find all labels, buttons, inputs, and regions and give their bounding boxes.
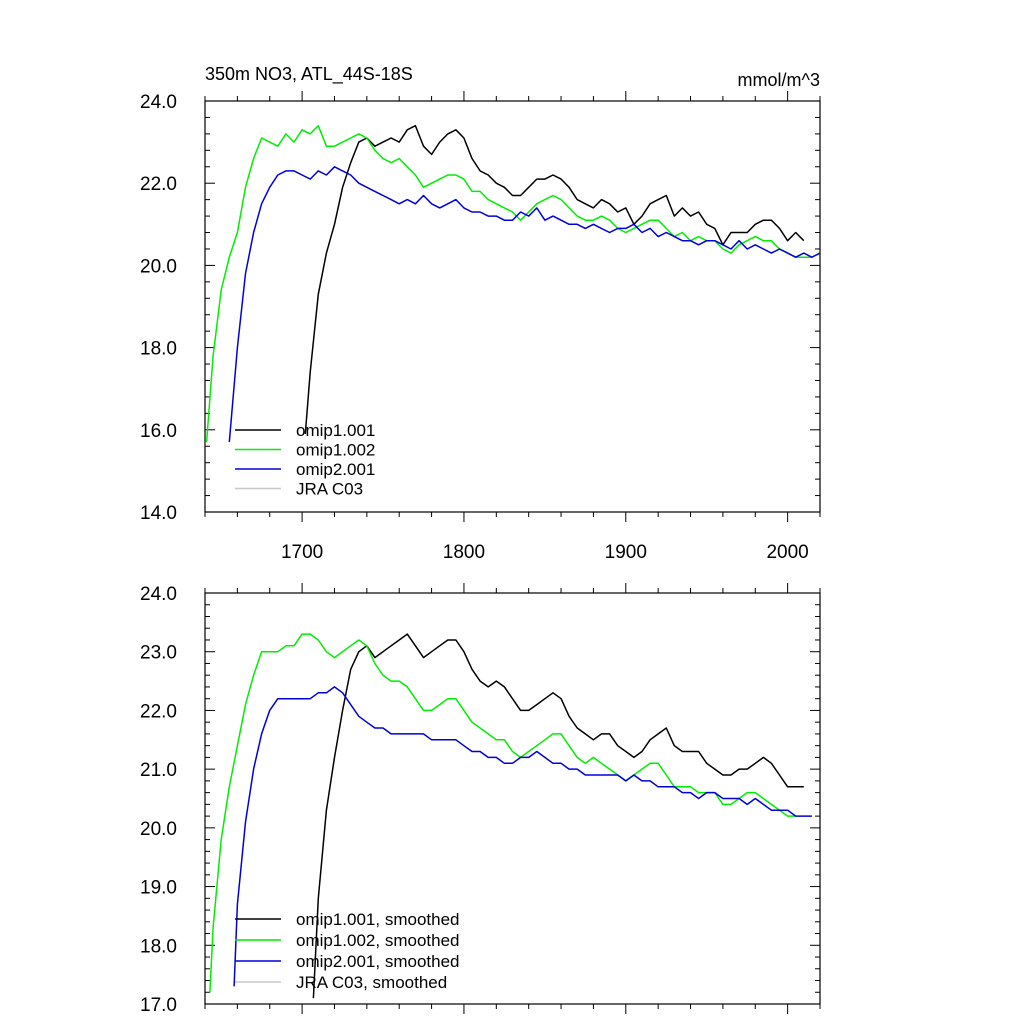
y-tick-label: 14.0 xyxy=(140,503,177,524)
bottom-panel: 17.0 18.0 19.0 20.0 21.0 22.0 23.0 24.0 omip1.00… xyxy=(140,583,821,1016)
units-label: mmol/m^3 xyxy=(738,70,820,90)
plot-frame xyxy=(204,100,821,513)
y-tick-label: 24.0 xyxy=(140,92,177,113)
y-tick-label: 22.0 xyxy=(140,174,177,195)
y-tick-label: 20.0 xyxy=(140,256,177,277)
series-line-omip1-001-smoothed xyxy=(312,633,804,999)
y-tick-label: 16.0 xyxy=(140,421,177,442)
legend-label: JRA C03 xyxy=(296,480,363,499)
y-tick-label: 23.0 xyxy=(140,643,177,664)
y-tick-label: 20.0 xyxy=(140,819,177,840)
series-group xyxy=(209,633,812,999)
x-tick-label: 1800 xyxy=(443,542,485,563)
x-tick-label: 2000 xyxy=(766,542,808,563)
series-line-omip2-001-smoothed xyxy=(233,686,812,987)
legend-label: omip2.001, smoothed xyxy=(296,952,460,971)
legend-label: omip1.002, smoothed xyxy=(296,931,460,950)
y-tick-label: 18.0 xyxy=(140,936,177,957)
plot-frame xyxy=(204,592,821,1005)
x-tick-label: 1700 xyxy=(281,542,323,563)
series-line-omip2-001 xyxy=(228,166,820,443)
series-group xyxy=(205,124,820,443)
series-line-omip1-002-smoothed xyxy=(209,633,796,993)
series-line-omip1-001 xyxy=(304,124,805,434)
legend-label: omip1.001, smoothed xyxy=(296,910,460,929)
legend-label: omip1.002 xyxy=(296,441,375,460)
x-tick-label: 1900 xyxy=(605,542,647,563)
top-panel: 14.0 16.0 18.0 20.0 22.0 24.0 1700 1800 1900 2000… xyxy=(140,64,821,563)
chart-title: 350m NO3, ATL_44S-18S xyxy=(205,64,413,85)
legend-label: omip2.001 xyxy=(296,460,375,479)
y-tick-label: 18.0 xyxy=(140,339,177,360)
y-tick-label: 24.0 xyxy=(140,584,177,605)
y-tick-label: 17.0 xyxy=(140,995,177,1016)
legend-label: omip1.001 xyxy=(296,421,375,440)
y-tick-label: 21.0 xyxy=(140,760,177,781)
y-tick-label: 19.0 xyxy=(140,878,177,899)
legend-label: JRA C03, smoothed xyxy=(296,973,447,992)
y-tick-label: 22.0 xyxy=(140,701,177,722)
